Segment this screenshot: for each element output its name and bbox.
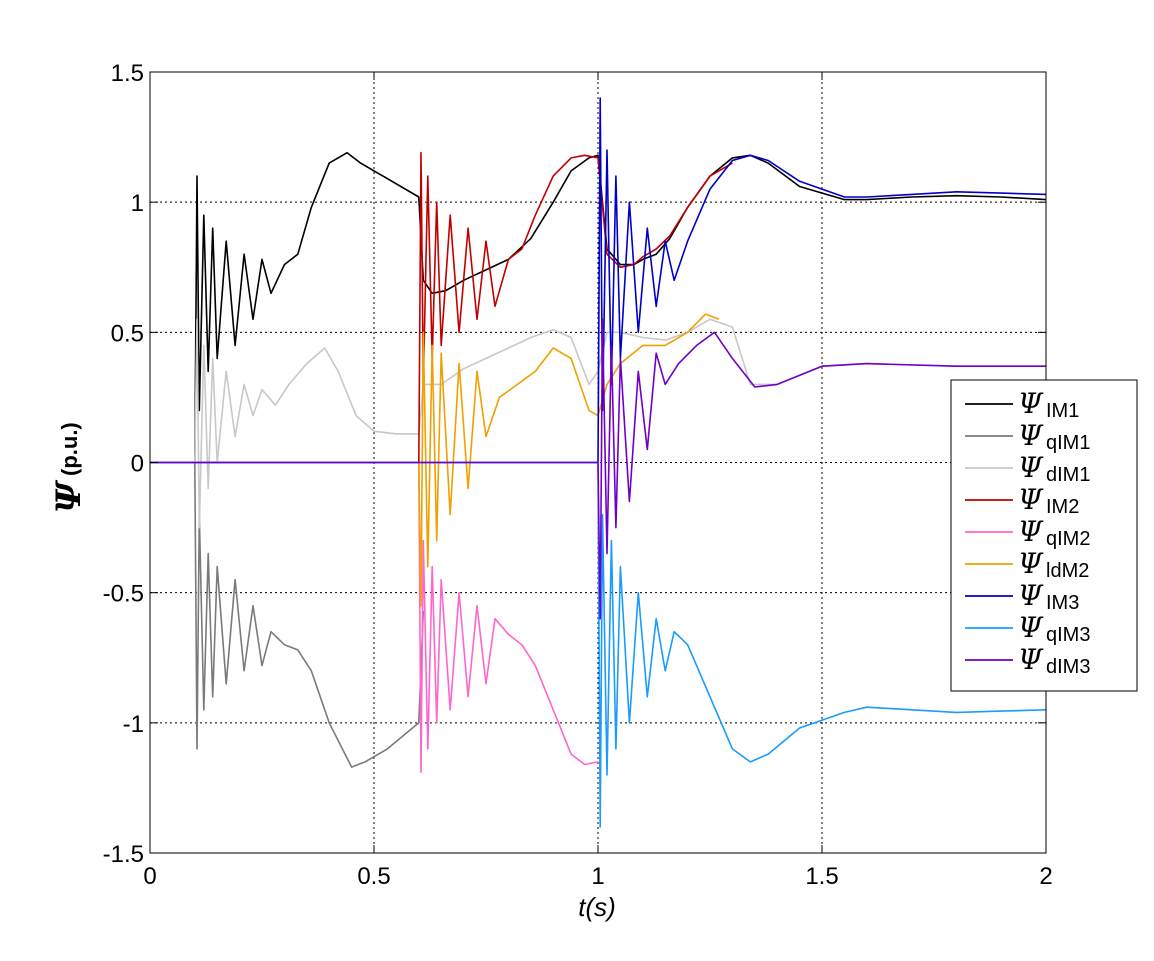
legend-label: IM3	[1046, 592, 1079, 614]
y-axis-label-symbol: Ψ	[49, 479, 89, 513]
legend-symbol: Ψ	[1018, 451, 1044, 484]
series-line-ldM2	[150, 313, 720, 607]
legend-label: IM2	[1046, 496, 1079, 518]
legend-symbol: Ψ	[1018, 387, 1044, 420]
legend-label: dIM1	[1046, 464, 1090, 486]
x-tick-label: 0.5	[357, 863, 390, 890]
y-tick-label: -1.5	[103, 841, 144, 868]
series-line-qIM3	[150, 461, 1047, 828]
series-line-dIM3	[150, 318, 1046, 620]
y-axis-label: Ψ (p.u.)	[49, 422, 89, 513]
series-lines	[150, 97, 1047, 828]
series-line-qIM2	[150, 461, 599, 774]
legend-item-IM3: Ψ IM3	[965, 579, 1079, 614]
legend-symbol: Ψ	[1018, 547, 1044, 580]
legend-label: ldM2	[1046, 560, 1089, 582]
x-tick-label: 1	[591, 863, 604, 890]
legend-label: dIM3	[1046, 656, 1090, 678]
legend-box	[950, 379, 1138, 692]
legend-label: IM1	[1046, 400, 1079, 422]
x-tick-label: 0	[143, 863, 156, 890]
legend-symbol: Ψ	[1018, 419, 1044, 452]
x-tick-label: 1.5	[805, 863, 838, 890]
legend-symbol: Ψ	[1018, 483, 1044, 516]
y-tick-label: -1	[123, 711, 144, 738]
y-tick-label: 0	[131, 451, 144, 478]
legend-label: qIM1	[1046, 432, 1090, 454]
y-axis-label-unit: (p.u.)	[57, 422, 82, 476]
legend-symbol: Ψ	[1018, 579, 1044, 612]
legend-label: qIM3	[1046, 624, 1090, 646]
y-tick-label: 1.5	[111, 60, 144, 87]
series-line-qIM1	[150, 461, 425, 768]
x-tick-labels: 0 0.5 1 1.5 2	[143, 863, 1052, 890]
y-tick-labels: -1.5 -1 -0.5 0 0.5 1 1.5	[103, 60, 144, 868]
legend-item-IM1: Ψ IM1	[965, 387, 1079, 422]
y-tick-label: 0.5	[111, 320, 144, 347]
legend-symbol: Ψ	[1018, 643, 1044, 676]
y-tick-label: 1	[131, 190, 144, 217]
x-axis-label: t(s)	[578, 892, 616, 922]
legend-item-IM2: Ψ IM2	[965, 483, 1079, 518]
legend-symbol: Ψ	[1018, 611, 1044, 644]
x-tick-label: 2	[1039, 863, 1052, 890]
legend-label: qIM2	[1046, 528, 1090, 550]
plot-area	[149, 71, 1047, 854]
legend-symbol: Ψ	[1018, 515, 1044, 548]
series-line-IM3	[150, 97, 1047, 464]
y-tick-label: -0.5	[103, 581, 144, 608]
